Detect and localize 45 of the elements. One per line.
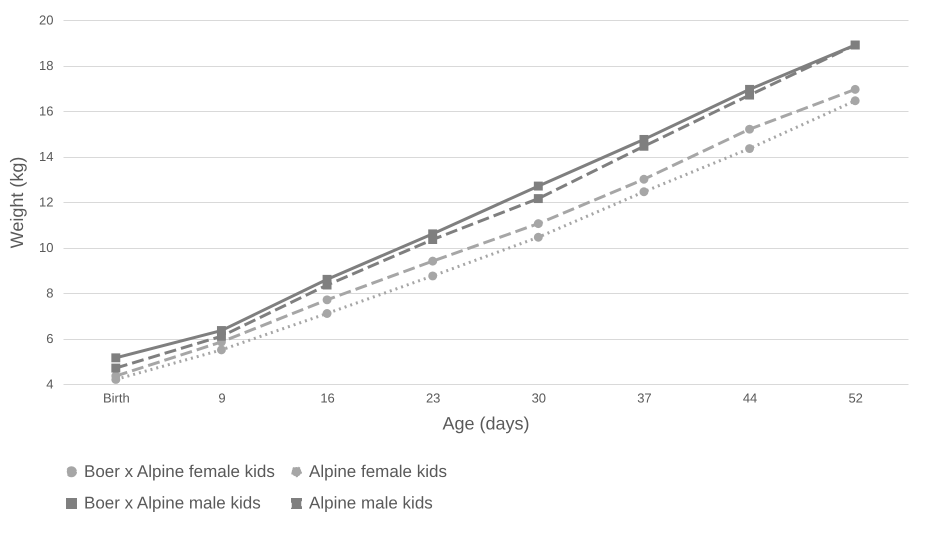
point (639, 142, 648, 151)
y-tick-label: 6 (46, 331, 54, 346)
point (639, 174, 648, 184)
point (428, 235, 438, 244)
x-tick-label: 9 (218, 390, 226, 406)
y-tick-label: 4 (46, 376, 54, 392)
point (111, 353, 120, 362)
point (745, 124, 754, 134)
point (850, 96, 860, 106)
x-tick-label: 37 (637, 390, 652, 406)
y-axis-title: Weight (kg) (7, 156, 28, 248)
point (745, 90, 754, 100)
x-axis-title: Age (days) (442, 414, 530, 434)
point (534, 194, 543, 204)
x-tick-label: 16 (320, 390, 335, 406)
y-tick-label: 14 (39, 149, 54, 164)
point (428, 271, 438, 280)
x-tick-label: Birth (102, 390, 130, 406)
point (850, 84, 860, 94)
x-tick-label: 23 (426, 390, 440, 406)
point (216, 345, 226, 354)
y-tick-label: 16 (39, 104, 54, 118)
y-tick-label: 10 (39, 240, 54, 255)
legend-label: Boer x Alpine female kids (84, 462, 275, 481)
legend-label: Boer x Alpine male kids (84, 494, 261, 512)
legend-label: Alpine female kids (309, 462, 447, 481)
point (745, 144, 754, 153)
point (534, 232, 543, 242)
y-tick-label: 8 (46, 286, 54, 300)
point (111, 364, 120, 373)
point (322, 295, 332, 304)
point (322, 280, 332, 290)
y-tick-label: 18 (39, 58, 54, 73)
y-tick-label: 20 (39, 12, 54, 28)
legend-label: Alpine male kids (309, 494, 433, 512)
point (639, 187, 648, 196)
point (322, 309, 332, 318)
point (534, 182, 543, 191)
x-tick-label: 52 (848, 390, 863, 406)
point (216, 332, 226, 341)
point (428, 256, 438, 266)
point (534, 219, 543, 228)
x-tick-label: 44 (742, 390, 758, 406)
y-tick-label: 12 (39, 194, 54, 210)
x-tick-label: 30 (532, 390, 546, 406)
